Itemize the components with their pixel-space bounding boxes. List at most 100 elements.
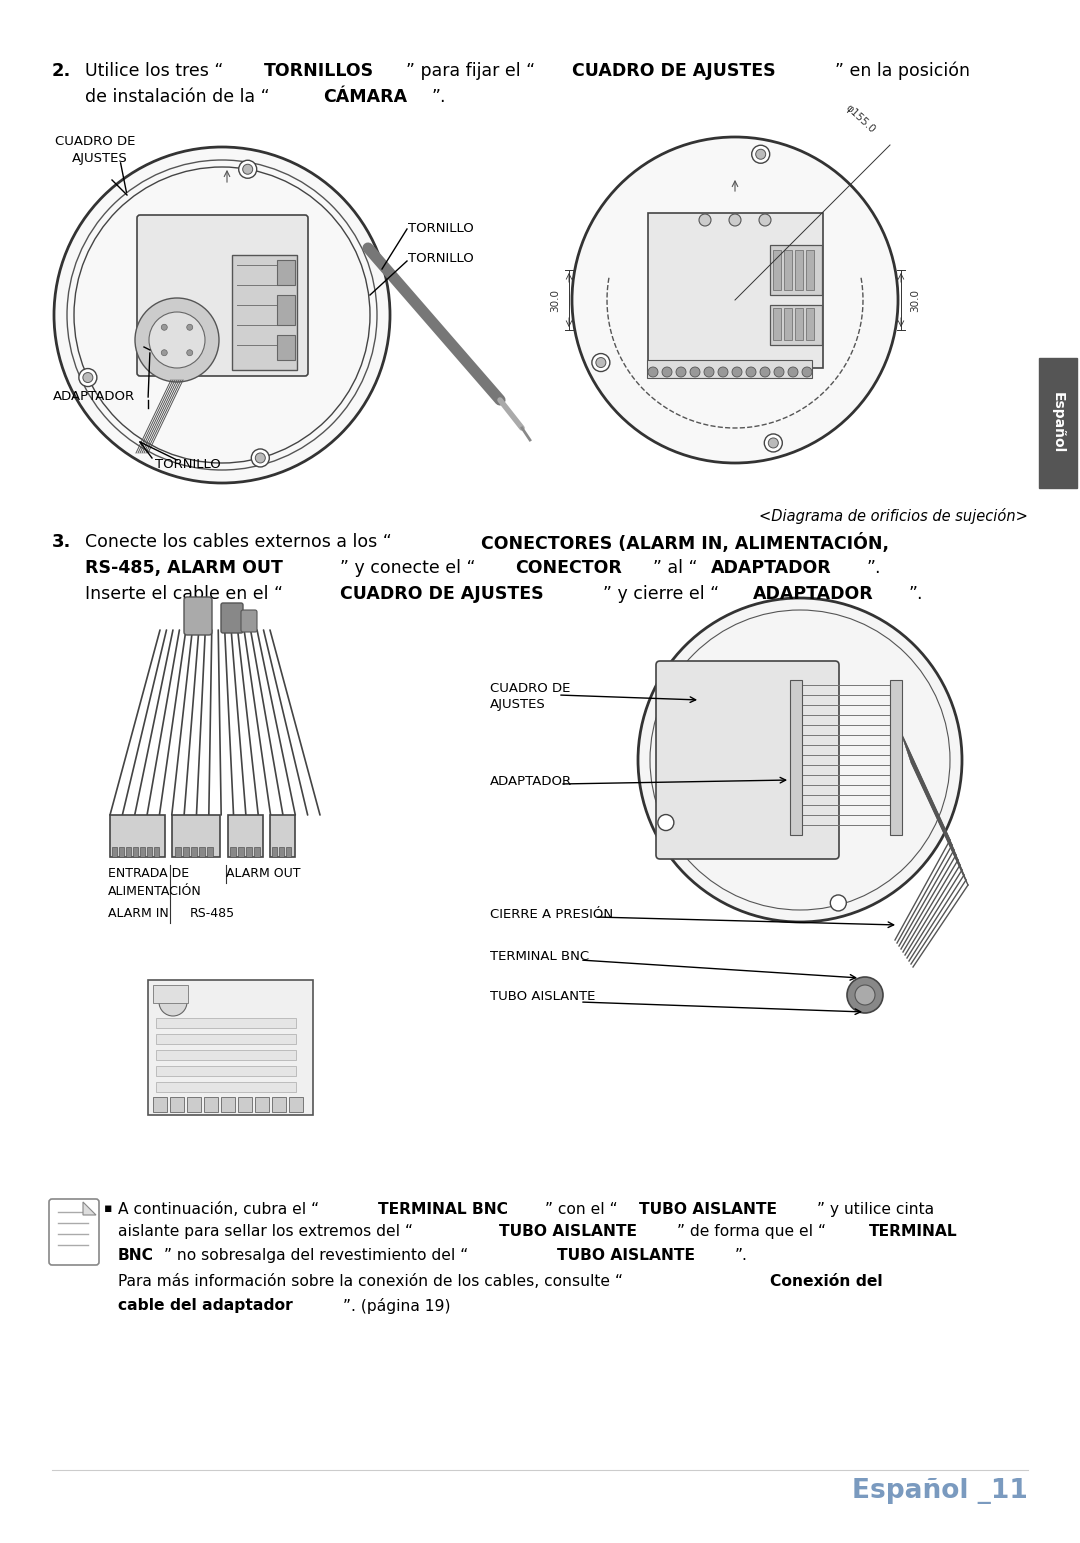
Text: ENTRADA DE: ENTRADA DE [108, 867, 189, 880]
Text: ADAPTADOR: ADAPTADOR [53, 390, 135, 403]
Text: ADAPTADOR: ADAPTADOR [490, 775, 572, 788]
Text: Utilice los tres “: Utilice los tres “ [85, 62, 224, 80]
Bar [153, 984, 188, 1003]
Text: 2.: 2. [52, 62, 71, 80]
Polygon shape [83, 1202, 96, 1214]
Bar [156, 1034, 296, 1045]
Text: Para más información sobre la conexión de los cables, consulte “: Para más información sobre la conexión d… [118, 1275, 623, 1288]
Bar [175, 847, 181, 856]
Text: CUADRO DE: CUADRO DE [55, 134, 135, 148]
Bar [890, 680, 902, 835]
Text: CUADRO DE AJUSTES: CUADRO DE AJUSTES [340, 585, 544, 603]
Bar [110, 815, 165, 856]
Circle shape [802, 367, 812, 376]
Bar [286, 847, 291, 856]
Bar [153, 1097, 167, 1113]
Circle shape [699, 214, 711, 225]
Bar [156, 1066, 296, 1075]
Text: ALIMENTACIÓN: ALIMENTACIÓN [108, 886, 202, 898]
Text: CONECTORES (ALARM IN, ALIMENTACIÓN,: CONECTORES (ALARM IN, ALIMENTACIÓN, [481, 532, 889, 552]
Circle shape [149, 312, 205, 367]
Text: AJUSTES: AJUSTES [490, 697, 545, 711]
Text: ” en la posición: ” en la posición [835, 62, 970, 80]
Text: ADAPTADOR: ADAPTADOR [753, 585, 874, 603]
Bar [140, 847, 145, 856]
Text: TORNILLO: TORNILLO [408, 222, 474, 235]
Circle shape [54, 147, 390, 483]
Text: RS-485: RS-485 [190, 907, 235, 920]
Bar [272, 1097, 286, 1113]
Bar [133, 847, 138, 856]
Bar [238, 847, 244, 856]
Text: TORNILLOS: TORNILLOS [264, 62, 374, 80]
Bar [254, 847, 260, 856]
Bar [154, 847, 159, 856]
Text: ALARM IN: ALARM IN [108, 907, 168, 920]
Bar [1039, 358, 1077, 488]
Circle shape [718, 367, 728, 376]
Circle shape [159, 988, 187, 1015]
Text: 30.0: 30.0 [910, 289, 920, 312]
Circle shape [662, 367, 672, 376]
Bar [272, 847, 276, 856]
Bar [126, 847, 131, 856]
Bar [230, 847, 237, 856]
Bar [773, 250, 781, 290]
Bar [187, 1097, 201, 1113]
Bar [806, 250, 814, 290]
Circle shape [596, 358, 606, 367]
Circle shape [658, 815, 674, 830]
Bar [183, 847, 189, 856]
Text: TERMINAL BNC: TERMINAL BNC [490, 950, 589, 963]
Circle shape [752, 145, 770, 164]
Circle shape [768, 438, 779, 447]
Circle shape [161, 324, 167, 330]
Circle shape [788, 367, 798, 376]
Circle shape [648, 367, 658, 376]
Bar [228, 815, 264, 856]
FancyBboxPatch shape [221, 603, 243, 633]
Text: aislante para sellar los extremos del “: aislante para sellar los extremos del “ [118, 1224, 413, 1239]
Bar [647, 360, 812, 378]
Text: 3.: 3. [52, 532, 71, 551]
Bar [147, 847, 152, 856]
Text: Conecte los cables externos a los “: Conecte los cables externos a los “ [85, 532, 392, 551]
Bar [279, 847, 284, 856]
Text: <Diagrama de orificios de sujeción>: <Diagrama de orificios de sujeción> [759, 508, 1028, 525]
Bar [795, 250, 804, 290]
Circle shape [756, 150, 766, 159]
Circle shape [855, 984, 875, 1004]
Text: Español: Español [1051, 392, 1065, 454]
Circle shape [729, 214, 741, 225]
Circle shape [572, 137, 897, 463]
Bar [156, 1082, 296, 1092]
Bar [170, 1097, 184, 1113]
Bar [204, 1097, 218, 1113]
Bar [255, 1097, 269, 1113]
Bar [648, 213, 823, 367]
Text: cable del adaptador: cable del adaptador [118, 1298, 293, 1313]
Text: ” y utilice cinta: ” y utilice cinta [818, 1202, 934, 1217]
Text: φ155.0: φ155.0 [843, 103, 877, 134]
Circle shape [760, 367, 770, 376]
Text: Conexión del: Conexión del [770, 1275, 882, 1288]
Bar [276, 295, 295, 326]
Circle shape [847, 977, 883, 1014]
Bar [191, 847, 197, 856]
FancyBboxPatch shape [49, 1199, 99, 1265]
Text: ” no sobresalga del revestimiento del “: ” no sobresalga del revestimiento del “ [164, 1248, 469, 1264]
Text: de instalación de la “: de instalación de la “ [85, 88, 270, 106]
FancyBboxPatch shape [656, 660, 839, 859]
Text: AJUSTES: AJUSTES [72, 153, 127, 165]
Text: TUBO AISLANTE: TUBO AISLANTE [490, 991, 595, 1003]
Circle shape [187, 324, 192, 330]
Bar [770, 306, 822, 346]
Text: A continuación, cubra el “: A continuación, cubra el “ [118, 1202, 319, 1217]
Bar [784, 309, 792, 339]
Bar [199, 847, 205, 856]
Circle shape [774, 367, 784, 376]
Bar [289, 1097, 303, 1113]
Text: RS-485, ALARM OUT: RS-485, ALARM OUT [85, 559, 283, 577]
Text: TUBO AISLANTE: TUBO AISLANTE [639, 1202, 777, 1217]
Text: ” al “: ” al “ [653, 559, 698, 577]
